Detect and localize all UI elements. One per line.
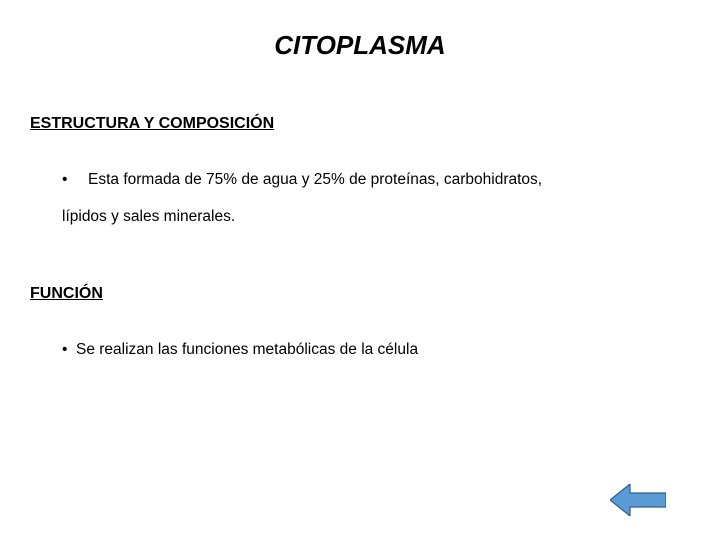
section-heading-function: FUNCIÓN [30, 285, 690, 303]
bullet-text-line2: lípidos y sales minerales. [62, 198, 690, 235]
bullet-block-function: • Se realizan las funciones metabólicas … [30, 331, 690, 368]
bullet-item: • Esta formada de 75% de agua y 25% de p… [62, 161, 690, 198]
back-arrow-button[interactable] [610, 484, 666, 516]
section-heading-structure: ESTRUCTURA Y COMPOSICIÓN [30, 115, 690, 133]
left-arrow-icon [610, 484, 666, 516]
bullet-text-function: Se realizan las funciones metabólicas de… [76, 331, 690, 368]
bullet-item: • Se realizan las funciones metabólicas … [62, 331, 690, 368]
slide-title: CITOPLASMA [30, 30, 690, 61]
bullet-block-structure: • Esta formada de 75% de agua y 25% de p… [30, 161, 690, 235]
slide-content: CITOPLASMA ESTRUCTURA Y COMPOSICIÓN • Es… [0, 0, 720, 540]
bullet-marker: • [62, 161, 88, 198]
bullet-marker: • [62, 331, 76, 368]
bullet-text-line1: Esta formada de 75% de agua y 25% de pro… [88, 161, 690, 198]
